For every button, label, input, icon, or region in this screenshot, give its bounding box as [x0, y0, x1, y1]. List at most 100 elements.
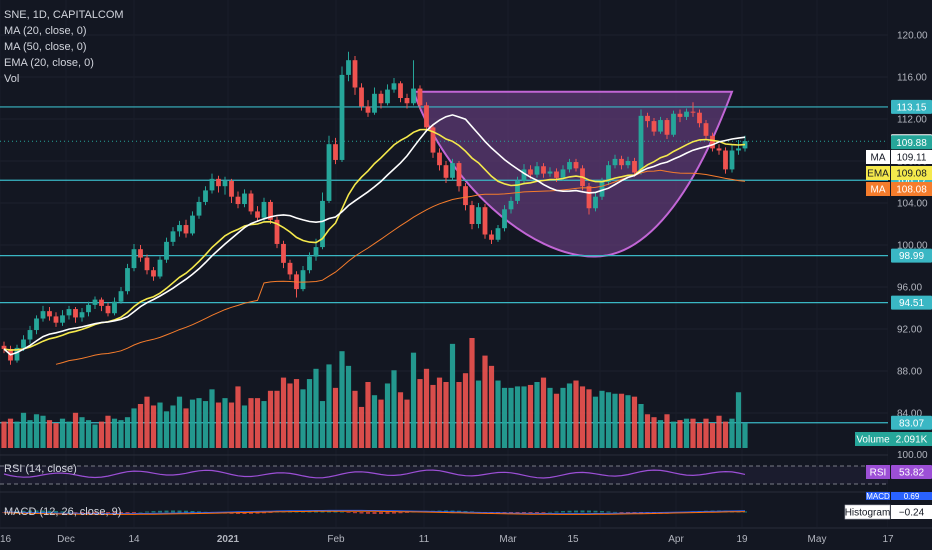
rsi-tag-value-bg	[891, 465, 932, 479]
macd-hist-bar	[379, 512, 383, 514]
candle-body	[34, 318, 39, 331]
volume-bar	[235, 386, 241, 448]
legend-ema20[interactable]: EMA (20, close, 0)	[4, 57, 94, 69]
ma-orange-tag-value-bg	[891, 182, 932, 196]
volume-bar	[527, 384, 534, 448]
macd-hist-bar	[366, 512, 370, 514]
rsi-band	[0, 466, 888, 484]
macd-hist-bar	[353, 512, 357, 514]
volume-bar	[586, 389, 592, 448]
candle-body	[255, 211, 260, 218]
rsi-tag-name-bg	[866, 465, 890, 479]
candle-body	[476, 207, 481, 224]
candle-body	[40, 311, 46, 319]
macd-hist-bar	[405, 512, 409, 513]
volume-bar	[85, 420, 92, 448]
volume-bar	[488, 365, 495, 448]
volume-bar	[274, 390, 280, 448]
macd-hist-bar	[197, 511, 201, 513]
macd-hist-bar	[255, 512, 260, 514]
candle-body	[118, 291, 124, 302]
macd-hist-bar	[67, 511, 71, 513]
macd-tag-name: MACD	[866, 492, 890, 501]
volume-bar	[27, 420, 33, 448]
volume-bar	[40, 415, 46, 448]
price-axis[interactable]: 120.00116.00112.00108.00104.00100.0096.0…	[888, 0, 932, 527]
candle-body	[515, 180, 520, 201]
price-tick-label: 96.00	[897, 283, 922, 294]
macd-hist-bar	[171, 510, 175, 513]
volume-bar	[196, 398, 202, 448]
macd-label[interactable]: MACD (12, 26, close, 9)	[4, 506, 122, 518]
volume-bar	[508, 387, 514, 448]
macd-signal-line	[3, 510, 746, 515]
candle-body	[528, 169, 533, 175]
last-price-tag-fill-bg	[891, 135, 932, 150]
legend-vol[interactable]: Vol	[4, 73, 20, 85]
volume-bar	[683, 418, 690, 448]
volume-bar	[404, 399, 410, 448]
macd-hist-bar	[580, 510, 585, 513]
ma-orange-tag-value: 108.08	[896, 185, 927, 196]
histogram-tag-value-bg	[891, 505, 932, 519]
time-tick-label: 11	[419, 534, 430, 545]
volume-bar	[696, 423, 703, 448]
macd-line	[3, 509, 746, 515]
candle-body	[307, 256, 312, 271]
volume-bar	[729, 418, 735, 448]
macd-hist-bar	[606, 511, 611, 513]
ma-white-tag-name-bg	[866, 150, 890, 164]
time-tick-label: Mar	[499, 534, 517, 545]
volume-bar	[287, 383, 293, 448]
rsi-label[interactable]: RSI (14, close)	[4, 463, 77, 475]
time-tick-label: 14	[128, 534, 140, 545]
candle-body	[66, 309, 72, 316]
time-tick-label: 19	[736, 534, 748, 545]
volume-tag-value-bg	[891, 432, 932, 446]
candle-body	[398, 83, 403, 98]
volume-bar	[566, 383, 573, 448]
macd-hist-bar	[132, 512, 136, 513]
volume-bar	[228, 402, 235, 448]
candle-body	[385, 89, 390, 104]
volume-bar	[742, 423, 748, 448]
volume-bar	[280, 377, 287, 448]
candle-body	[242, 193, 247, 205]
moving-average-lines	[3, 114, 746, 365]
rsi-axis-tick: 100.00	[897, 450, 928, 461]
macd-hist-bar	[587, 510, 591, 513]
candle-body	[346, 60, 351, 75]
volume-bar	[599, 390, 605, 448]
volume-bar	[14, 421, 20, 448]
time-axis[interactable]: 16 Dec 14 2021 Feb 11 Mar 15 Apr 19 May 17	[0, 527, 932, 550]
time-tick-label: 17	[882, 534, 894, 545]
volume-bar	[384, 383, 391, 448]
volume-bar	[677, 420, 683, 448]
volume-bar	[66, 421, 72, 448]
candle-body	[222, 180, 228, 187]
legend-title[interactable]: SNE, 1D, CAPITALCOM	[4, 9, 124, 21]
macd-hist-bar	[99, 512, 104, 514]
legend-ma20[interactable]: MA (20, close, 0)	[4, 25, 87, 37]
macd-hist-bar	[151, 511, 156, 513]
ema-tag-value: 109.08	[896, 169, 927, 180]
price-tick-label: 100.00	[897, 241, 928, 252]
macd-hist-bar	[392, 512, 396, 514]
macd-hist-bar	[60, 511, 65, 513]
volume-bar	[215, 402, 222, 448]
macd-hist-bar	[262, 512, 266, 514]
axis-value-tags: 113.15106.1798.9994.5183.07109.88109.88M…	[844, 99, 932, 520]
legend-ma50[interactable]: MA (50, close, 0)	[4, 41, 87, 53]
volume-bar	[456, 382, 462, 448]
volume-bar	[579, 386, 586, 448]
candle-body	[547, 171, 553, 174]
candle-body	[138, 249, 143, 258]
volume-tag-name: Volume	[856, 435, 890, 446]
candle-body	[21, 339, 26, 348]
macd-hist-bar	[359, 512, 364, 514]
volume-bar	[436, 377, 443, 448]
volume-bar	[378, 399, 384, 448]
volume-bar	[306, 379, 313, 448]
volume-bar	[131, 408, 137, 448]
